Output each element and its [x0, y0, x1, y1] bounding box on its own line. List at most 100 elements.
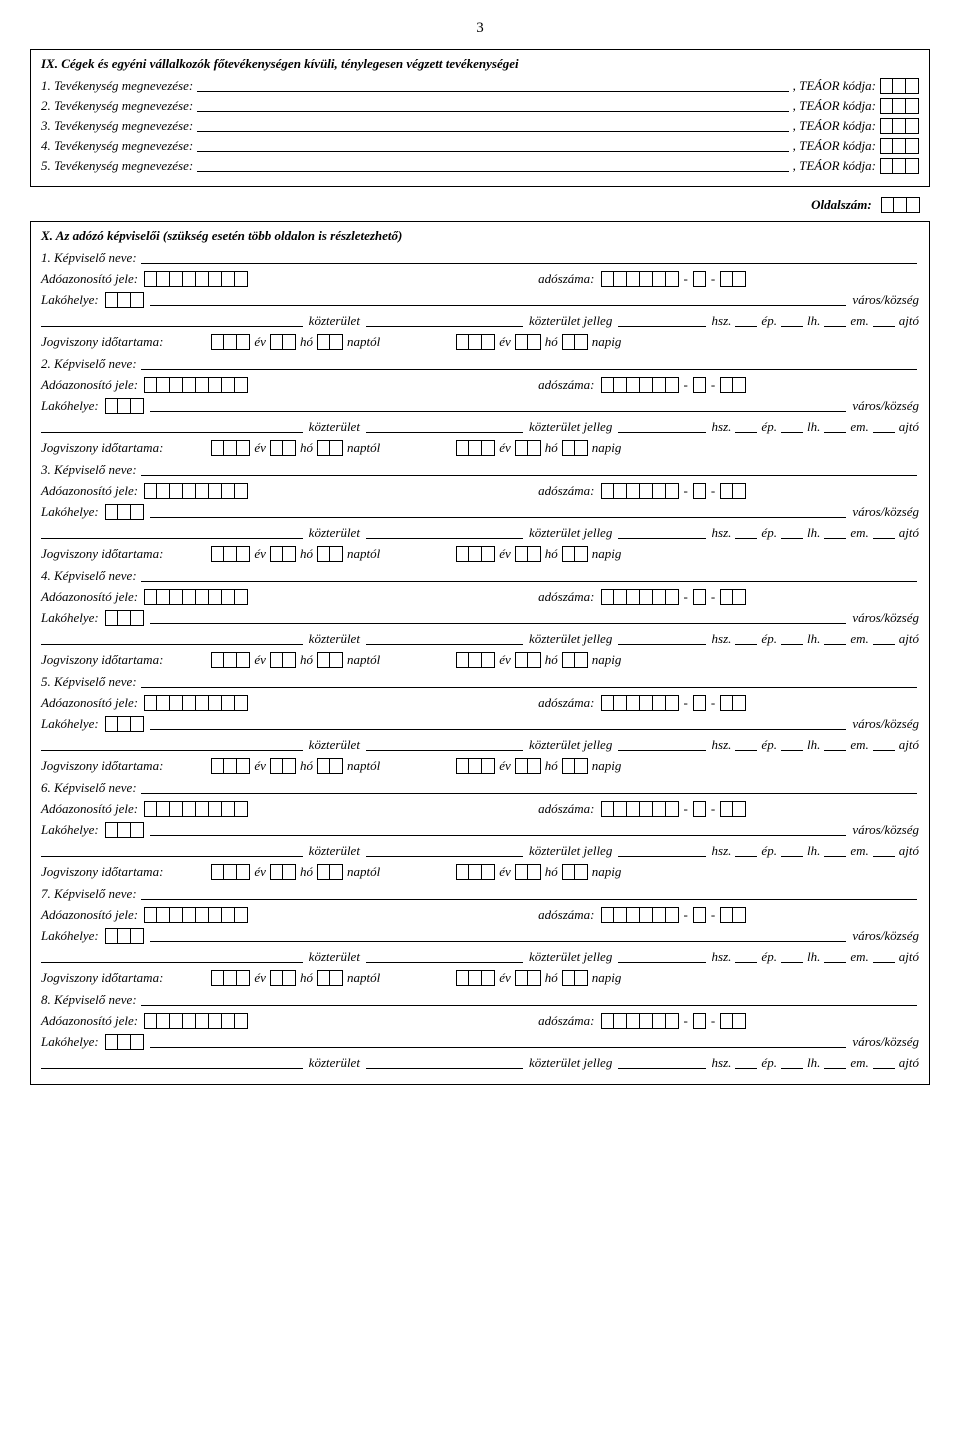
adoszam-boxes-1[interactable]: [601, 377, 679, 393]
ev-from-boxes[interactable]: [211, 440, 250, 456]
irsz-boxes[interactable]: [105, 716, 144, 732]
em-input[interactable]: [824, 526, 846, 539]
adoazonosito-boxes[interactable]: [144, 377, 248, 393]
ho-to-boxes[interactable]: [515, 758, 541, 774]
em-input[interactable]: [824, 314, 846, 327]
nap-to-boxes[interactable]: [562, 652, 588, 668]
lh-input[interactable]: [781, 420, 803, 433]
ho-from-boxes[interactable]: [270, 440, 296, 456]
ajto-input[interactable]: [873, 1056, 895, 1069]
hsz-input[interactable]: [618, 950, 705, 963]
nap-to-boxes[interactable]: [562, 334, 588, 350]
ev-to-boxes[interactable]: [456, 652, 495, 668]
jelleg-input[interactable]: [366, 738, 523, 751]
adoazonosito-boxes[interactable]: [144, 483, 248, 499]
adoazonosito-boxes[interactable]: [144, 271, 248, 287]
lh-input[interactable]: [781, 314, 803, 327]
lh-input[interactable]: [781, 738, 803, 751]
street-input[interactable]: [41, 526, 303, 539]
adoszam-boxes-2[interactable]: [693, 271, 706, 287]
lh-input[interactable]: [781, 526, 803, 539]
ev-to-boxes[interactable]: [456, 970, 495, 986]
ep-input[interactable]: [735, 526, 757, 539]
jelleg-input[interactable]: [366, 950, 523, 963]
rep-name-input[interactable]: [141, 993, 917, 1006]
adoszam-boxes-1[interactable]: [601, 695, 679, 711]
nap-from-boxes[interactable]: [317, 440, 343, 456]
nap-from-boxes[interactable]: [317, 864, 343, 880]
rep-name-input[interactable]: [141, 675, 917, 688]
jelleg-input[interactable]: [366, 314, 523, 327]
ajto-input[interactable]: [873, 526, 895, 539]
lakohely-input[interactable]: [150, 505, 847, 518]
ev-to-boxes[interactable]: [456, 758, 495, 774]
oldalszam-boxes[interactable]: [881, 197, 920, 213]
ev-from-boxes[interactable]: [211, 334, 250, 350]
ep-input[interactable]: [735, 950, 757, 963]
street-input[interactable]: [41, 1056, 303, 1069]
ev-from-boxes[interactable]: [211, 546, 250, 562]
nap-to-boxes[interactable]: [562, 758, 588, 774]
street-input[interactable]: [41, 844, 303, 857]
adoazonosito-boxes[interactable]: [144, 801, 248, 817]
irsz-boxes[interactable]: [105, 398, 144, 414]
irsz-boxes[interactable]: [105, 292, 144, 308]
adoszam-boxes-3[interactable]: [720, 483, 746, 499]
rep-name-input[interactable]: [141, 463, 917, 476]
ev-to-boxes[interactable]: [456, 546, 495, 562]
lakohely-input[interactable]: [150, 717, 847, 730]
hsz-input[interactable]: [618, 632, 705, 645]
lakohely-input[interactable]: [150, 611, 847, 624]
jelleg-input[interactable]: [366, 420, 523, 433]
teaor-code-boxes[interactable]: [880, 158, 919, 174]
irsz-boxes[interactable]: [105, 610, 144, 626]
em-input[interactable]: [824, 632, 846, 645]
adoszam-boxes-2[interactable]: [693, 589, 706, 605]
em-input[interactable]: [824, 1056, 846, 1069]
ev-to-boxes[interactable]: [456, 864, 495, 880]
teaor-name-input[interactable]: [197, 139, 788, 152]
teaor-name-input[interactable]: [197, 79, 788, 92]
teaor-code-boxes[interactable]: [880, 98, 919, 114]
ev-to-boxes[interactable]: [456, 440, 495, 456]
ajto-input[interactable]: [873, 950, 895, 963]
teaor-name-input[interactable]: [197, 99, 788, 112]
ho-from-boxes[interactable]: [270, 334, 296, 350]
ep-input[interactable]: [735, 738, 757, 751]
ev-to-boxes[interactable]: [456, 334, 495, 350]
adoszam-boxes-2[interactable]: [693, 907, 706, 923]
ho-to-boxes[interactable]: [515, 546, 541, 562]
adoszam-boxes-1[interactable]: [601, 801, 679, 817]
nap-from-boxes[interactable]: [317, 652, 343, 668]
ho-from-boxes[interactable]: [270, 546, 296, 562]
nap-to-boxes[interactable]: [562, 970, 588, 986]
teaor-name-input[interactable]: [197, 159, 788, 172]
street-input[interactable]: [41, 950, 303, 963]
em-input[interactable]: [824, 844, 846, 857]
ho-to-boxes[interactable]: [515, 334, 541, 350]
jelleg-input[interactable]: [366, 632, 523, 645]
ho-to-boxes[interactable]: [515, 970, 541, 986]
nap-from-boxes[interactable]: [317, 546, 343, 562]
adoszam-boxes-2[interactable]: [693, 483, 706, 499]
nap-to-boxes[interactable]: [562, 546, 588, 562]
ep-input[interactable]: [735, 844, 757, 857]
adoszam-boxes-3[interactable]: [720, 801, 746, 817]
adoszam-boxes-3[interactable]: [720, 589, 746, 605]
adoszam-boxes-3[interactable]: [720, 695, 746, 711]
lh-input[interactable]: [781, 632, 803, 645]
ep-input[interactable]: [735, 632, 757, 645]
adoszam-boxes-1[interactable]: [601, 483, 679, 499]
adoazonosito-boxes[interactable]: [144, 1013, 248, 1029]
irsz-boxes[interactable]: [105, 822, 144, 838]
hsz-input[interactable]: [618, 844, 705, 857]
lh-input[interactable]: [781, 950, 803, 963]
hsz-input[interactable]: [618, 526, 705, 539]
ev-from-boxes[interactable]: [211, 652, 250, 668]
em-input[interactable]: [824, 738, 846, 751]
ajto-input[interactable]: [873, 844, 895, 857]
street-input[interactable]: [41, 738, 303, 751]
ep-input[interactable]: [735, 1056, 757, 1069]
ho-to-boxes[interactable]: [515, 440, 541, 456]
ajto-input[interactable]: [873, 314, 895, 327]
